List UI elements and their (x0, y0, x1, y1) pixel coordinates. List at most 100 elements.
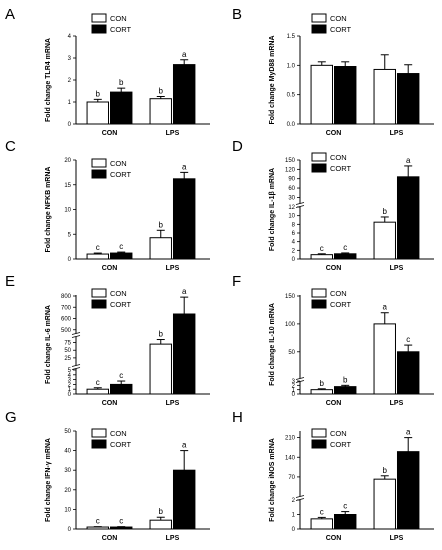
legend-swatch-cort (91, 299, 107, 309)
legend-swatch-cort (311, 163, 327, 173)
bar-cort (110, 252, 133, 260)
legend-swatch-cort (311, 24, 327, 34)
y-tick-label: 25 (64, 356, 71, 362)
panel-label: H (232, 409, 243, 426)
legend-swatch-con (311, 288, 327, 298)
y-tick-label: 2 (68, 78, 72, 84)
category-label: LPS (166, 130, 180, 137)
y-tick-label: 4 (68, 34, 72, 40)
y-tick-label: 3 (68, 378, 72, 384)
legend-label: CON (110, 289, 127, 298)
axis-break-mark (295, 377, 305, 380)
bar-con (310, 518, 333, 530)
y-tick-label: 2 (292, 498, 296, 504)
panel-d: D Fold change IL-1β mRNA 0 2 4 6 8 10 12 30 60 90 12… (232, 138, 434, 272)
panel-b: B Fold change MyD88 mRNA 0.0 0.5 1.0 1.5 CON LP… (232, 6, 434, 137)
bar-con (149, 519, 172, 530)
significance-letter: a (182, 287, 187, 296)
y-tick-label: 0 (68, 257, 72, 263)
y-tick-label: 100 (285, 322, 296, 328)
category-label: LPS (166, 400, 180, 407)
y-tick-label: 0 (292, 257, 296, 263)
legend-swatch-con (311, 428, 327, 438)
bar-con (86, 388, 109, 395)
y-tick-label: 8 (292, 222, 296, 228)
y-tick-label: 50 (64, 348, 71, 354)
y-tick-label: 20 (64, 488, 71, 494)
significance-letter: a (182, 441, 187, 450)
y-tick-label: 6 (292, 231, 296, 237)
significance-letter: b (119, 78, 124, 87)
axis-break-mark (71, 364, 81, 367)
significance-letter: b (383, 466, 388, 475)
panel-a: A Fold change TLR4 mRNA 0 1 2 3 4 CON b b LPS b a CON… (5, 6, 210, 137)
legend-swatch-cort (91, 169, 107, 179)
axis-break-mark (295, 202, 305, 205)
significance-letter: b (159, 507, 164, 516)
axis-break-gap (296, 203, 304, 207)
y-tick-label: 70 (288, 475, 295, 481)
panel-g: G Fold change IFN-γ mRNA 0 10 20 30 40 50 CON c c L… (5, 409, 210, 542)
category-label: CON (102, 265, 118, 272)
category-label: CON (326, 535, 342, 542)
category-label: LPS (390, 265, 404, 272)
y-tick-label: 10 (288, 214, 295, 220)
y-tick-label: 210 (285, 436, 296, 442)
legend-swatch-con (91, 428, 107, 438)
legend-label: CON (110, 159, 127, 168)
panel-label: E (5, 273, 15, 290)
y-tick-label: 50 (64, 429, 71, 435)
legend-swatch-con (91, 288, 107, 298)
legend-label: CORT (110, 25, 132, 34)
y-tick-label: 10 (64, 208, 71, 214)
axis-break-gap (296, 378, 304, 382)
bar-con (373, 478, 396, 530)
panel-label: B (232, 6, 242, 23)
bar-con (149, 237, 172, 260)
bar-cort (396, 73, 420, 125)
panel-label: D (232, 138, 243, 155)
significance-letter: c (96, 243, 100, 252)
bar-con (86, 101, 109, 125)
y-axis-title: Fold change TLR4 mRNA (45, 38, 52, 122)
category-label: CON (102, 535, 118, 542)
panel-c: C Fold change NFKB mRNA 0 5 10 15 20 CON c c LPS b a… (5, 138, 210, 272)
significance-letter: b (159, 87, 164, 96)
y-tick-label: 700 (61, 305, 72, 311)
y-tick-label: 15 (64, 183, 71, 189)
y-axis-title: Fold change IL-1β mRNA (269, 168, 276, 251)
y-tick-label: 5 (68, 368, 72, 374)
panel-label: A (5, 6, 15, 23)
bar-con (86, 526, 109, 530)
category-label: CON (326, 265, 342, 272)
y-tick-label: 20 (64, 158, 71, 164)
legend-swatch-con (311, 13, 327, 23)
legend-label: CON (330, 429, 347, 438)
panel-label: C (5, 138, 16, 155)
significance-letter: c (119, 242, 123, 251)
y-tick-label: 1 (292, 513, 296, 519)
axis-break-mark (295, 380, 305, 383)
significance-letter: a (406, 156, 411, 165)
category-label: LPS (166, 535, 180, 542)
bar-cort (172, 178, 196, 260)
legend-swatch-con (311, 152, 327, 162)
significance-letter: b (383, 207, 388, 216)
bar-con (310, 64, 333, 125)
significance-letter: c (96, 378, 100, 387)
category-label: CON (102, 400, 118, 407)
y-tick-label: 75 (64, 341, 71, 347)
significance-letter: c (343, 243, 347, 252)
y-tick-label: 2 (292, 248, 296, 254)
axis-break-mark (71, 332, 81, 335)
axis-break-mark (295, 495, 305, 498)
legend-swatch-cort (311, 439, 327, 449)
legend-swatch-cort (91, 24, 107, 34)
y-tick-label: 3 (68, 56, 72, 62)
legend-label: CON (330, 153, 347, 162)
bar-cort (396, 351, 420, 395)
significance-letter: c (96, 517, 100, 526)
legend-label: CORT (330, 164, 352, 173)
y-tick-label: 1.5 (287, 34, 296, 40)
